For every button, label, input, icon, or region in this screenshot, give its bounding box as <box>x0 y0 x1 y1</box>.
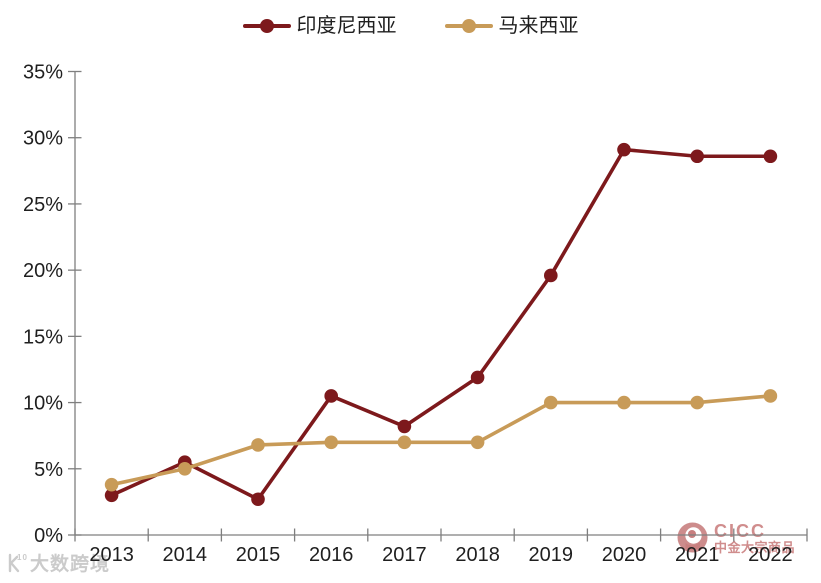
data-point-1-2022 <box>763 389 778 403</box>
legend-marker-indonesia <box>242 19 291 33</box>
data-point-0-2016 <box>324 389 339 403</box>
series-line-0 <box>109 147 773 502</box>
data-point-1-2017 <box>397 435 412 450</box>
data-point-0-2022 <box>763 149 778 164</box>
cicc-subtitle-text: 中金大宗商品 <box>714 539 796 555</box>
legend-item-indonesia: 印度尼西亚 <box>242 15 397 37</box>
data-point-0-2018 <box>470 370 485 385</box>
y-tick-label: 20% <box>23 260 63 282</box>
y-tick-label: 10% <box>23 393 63 415</box>
data-point-1-2021 <box>690 395 704 410</box>
y-tick-label: 35% <box>23 62 63 84</box>
data-point-1-2019 <box>544 395 558 410</box>
data-point-1-2015 <box>251 438 265 452</box>
y-tick-label: 0% <box>34 525 63 547</box>
data-point-0-2017 <box>397 419 412 434</box>
data-point-1-2020 <box>617 395 631 410</box>
x-tick-label: 2020 <box>602 544 647 566</box>
cicc-brand-text: CICC <box>714 521 766 541</box>
legend-label-indonesia: 印度尼西亚 <box>296 15 397 37</box>
cicc-logo-icon <box>677 522 708 553</box>
x-tick-label: 2021 <box>675 544 720 566</box>
x-tick-label: 2013 <box>89 544 134 566</box>
legend-label-malaysia: 马来西亚 <box>498 15 579 37</box>
legend-dot-icon <box>461 19 476 33</box>
x-tick-label: 2016 <box>309 544 354 566</box>
x-tick-label: 2014 <box>163 544 208 566</box>
legend-marker-malaysia <box>444 19 493 33</box>
watermark-cicc: CICC 中金大宗商品 <box>677 522 795 555</box>
data-point-1-2014 <box>178 461 192 476</box>
data-point-0-2019 <box>544 268 558 283</box>
watermark-dashukuajing: 100 大数跨境 <box>4 549 110 576</box>
x-tick-label: 2022 <box>748 544 793 566</box>
y-tick-label: 15% <box>23 326 63 348</box>
y-tick-label: 25% <box>23 194 63 216</box>
x-tick-label: 2018 <box>455 544 500 566</box>
x-tick-label: 2017 <box>382 544 427 566</box>
data-point-0-2020 <box>617 142 631 157</box>
legend-dot-icon <box>259 19 274 33</box>
data-point-1-2018 <box>470 435 485 450</box>
data-point-0-2021 <box>690 149 704 164</box>
data-point-0-2015 <box>251 492 265 507</box>
data-point-1-2016 <box>324 435 339 450</box>
y-tick-label: 5% <box>34 459 63 481</box>
series-line-1 <box>109 394 773 487</box>
x-tick-label: 2019 <box>529 544 574 566</box>
dashukuajing-logo-icon: 100 <box>8 553 28 572</box>
data-point-1-2013 <box>104 477 119 492</box>
legend-item-malaysia: 马来西亚 <box>444 15 579 37</box>
legend: 印度尼西亚 马来西亚 <box>0 16 821 36</box>
data-point-0-2013 <box>104 488 119 503</box>
x-tick-label: 2015 <box>236 544 281 566</box>
y-tick-label: 30% <box>23 128 63 150</box>
svg-text:100: 100 <box>17 553 28 562</box>
watermark-text: 大数跨境 <box>30 554 111 575</box>
